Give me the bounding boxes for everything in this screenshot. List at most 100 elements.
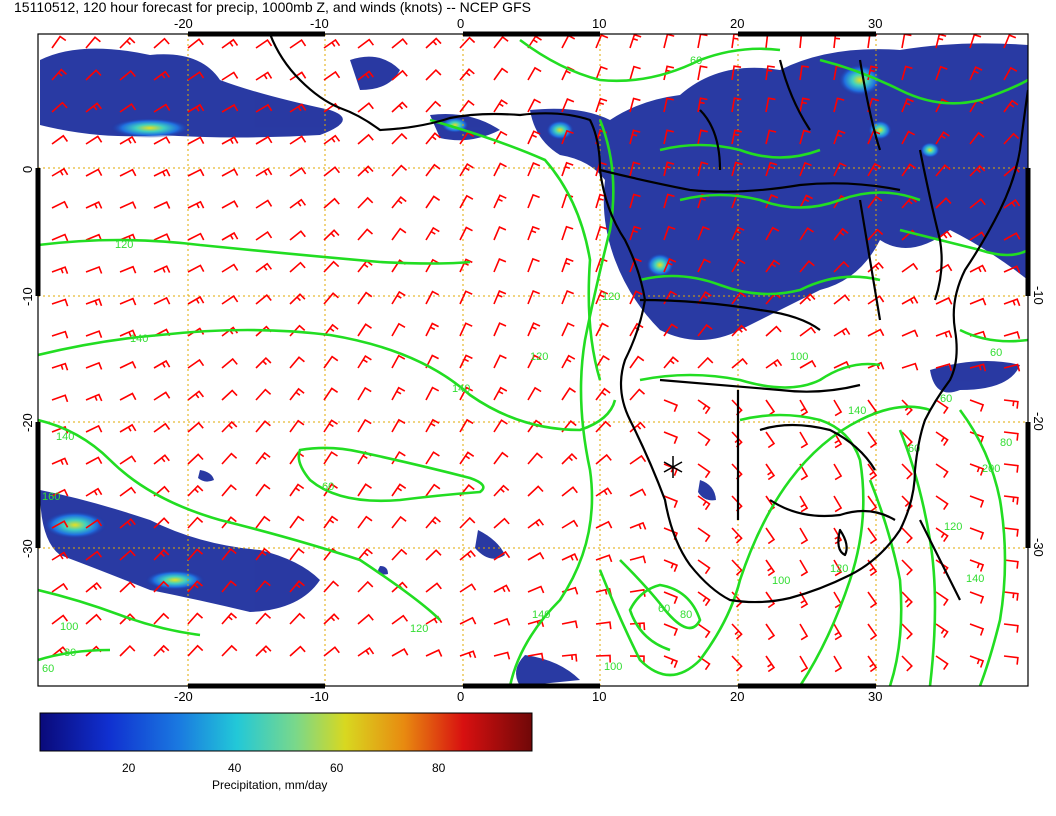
wind-barb [731,559,743,576]
wind-barb [425,290,440,305]
wind-barb [289,103,307,113]
wind-barb [187,644,204,657]
wind-barb [51,362,69,371]
wind-barb [51,233,69,242]
wind-barb [561,98,575,113]
wind-barb [187,168,205,177]
wind-barb [425,516,441,529]
wind-barb [187,484,204,497]
wind-barb [527,193,540,209]
colorbar-gradient [39,712,533,752]
contour-label: 60 [940,393,952,405]
wind-barb [255,612,272,625]
wind-barb [1003,623,1019,633]
wind-barb [187,38,204,49]
wind-barb [629,290,643,305]
wind-barb [1003,99,1019,113]
wind-barb [697,290,712,305]
wind-barb [901,163,917,177]
wind-barb [765,129,777,145]
wind-barb [255,451,271,465]
wind-barb [901,559,913,576]
wind-barb [119,644,136,657]
contour-label: 140 [130,333,148,345]
wind-barb [323,166,341,177]
wind-barb [323,580,340,593]
wind-barb [153,265,171,273]
bottom-lon-tick: -10 [310,689,329,704]
wind-barb [493,162,507,177]
wind-barb [595,487,613,497]
wind-barb [425,354,439,369]
wind-barb [459,226,473,241]
contour-label: 100 [60,621,78,633]
left-lat-tick: -10 [20,287,35,306]
wind-barb [561,486,578,497]
wind-barb [799,431,809,449]
contour-label: 200 [982,463,1000,475]
wind-barb [731,161,743,177]
wind-barb [867,431,878,449]
wind-barb [289,547,305,561]
wind-barb [323,260,340,273]
wind-barb [221,452,238,465]
top-lon-tick: 10 [592,16,606,31]
wind-barb [1003,559,1019,569]
wind-barb [935,197,952,209]
wind-barb [969,264,987,273]
wind-barb [425,451,440,465]
wind-barb [663,193,675,209]
wind-barb [663,323,679,337]
wind-barb [187,516,204,529]
wind-barb [119,581,136,593]
contour-label: 100 [790,351,808,363]
contour-label: 140 [848,405,866,417]
wind-barb [527,518,545,529]
wind-barb [867,527,878,545]
contour-label: 140 [966,573,984,585]
wind-barb [187,295,205,305]
wind-barb [765,463,776,481]
wind-barb [901,130,916,145]
wind-barb [697,591,711,607]
wind-barb [221,263,239,273]
wind-barb [969,131,985,145]
wind-barb [85,135,103,145]
wind-barb [391,195,407,209]
wind-barb [629,65,641,81]
wind-barb [697,356,714,369]
wind-barb [493,226,507,241]
bottom-lon-tick: 20 [730,689,744,704]
wind-barb [85,201,103,209]
wind-barb [459,616,477,625]
wind-barb [901,362,919,371]
wind-barb [357,548,373,561]
wind-barb [969,655,985,668]
wind-barb [85,581,102,593]
wind-barb [289,71,307,81]
wind-barb [969,198,986,209]
wind-barb [493,419,508,433]
wind-barb [459,99,475,113]
wind-barb [459,650,477,659]
wind-barb [357,196,374,209]
wind-barb [629,34,642,49]
wind-barb [969,559,985,572]
wind-barb [493,322,507,337]
wind-barb [425,549,442,561]
wind-barb [323,38,341,49]
wind-barb [595,290,609,305]
wind-barb [255,293,272,305]
wind-barb [697,463,711,479]
wind-barb [51,266,69,274]
wind-barb [901,623,913,640]
left-lat-tick: -30 [20,539,35,558]
wind-barb [629,521,647,530]
wind-barb [153,644,170,657]
wind-barb [697,399,711,415]
wind-barb [833,559,843,577]
wind-barb [289,356,305,369]
wind-barb [51,520,69,529]
wind-barb [119,455,137,465]
wind-barb [629,193,641,209]
